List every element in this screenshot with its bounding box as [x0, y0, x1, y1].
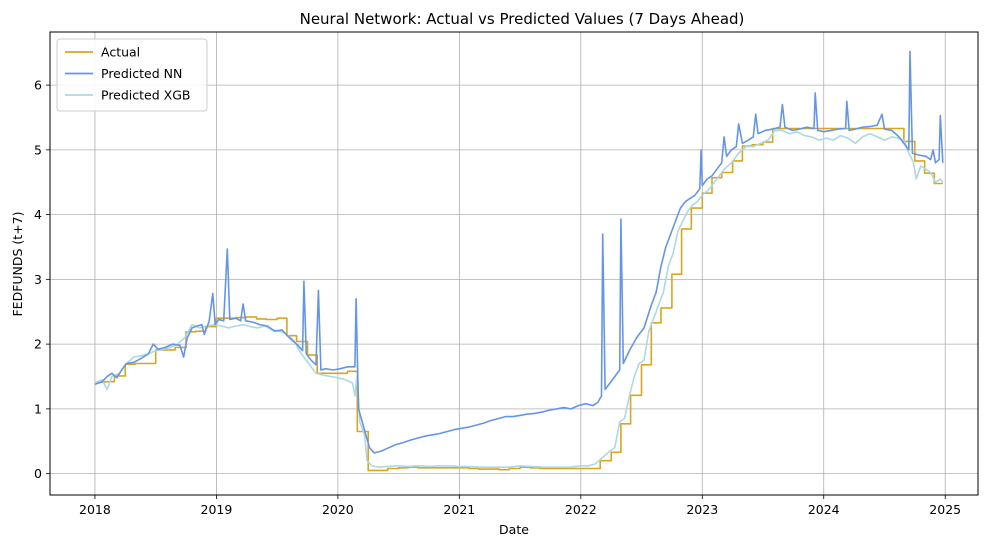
series-lines [94, 50, 944, 472]
x-tick-label: 2025 [929, 502, 961, 517]
x-tick-label: 2020 [322, 502, 354, 517]
x-tick-label: 2019 [201, 502, 233, 517]
x-tick-label: 2022 [565, 502, 597, 517]
y-tick-label: 3 [34, 272, 42, 287]
legend-entry: Predicted NN [101, 66, 182, 81]
legend-box [56, 38, 208, 112]
x-axis-ticks: 2018 2019 2020 2021 2022 2023 2024 2025 [79, 495, 961, 517]
x-tick-label: 2024 [808, 502, 840, 517]
y-tick-label: 5 [34, 142, 42, 157]
series-line-predicted-xgb [94, 129, 944, 468]
y-tick-label: 4 [34, 207, 42, 222]
grid-lines [50, 32, 978, 495]
legend: Actual Predicted NN Predicted XGB [56, 38, 208, 112]
series-line-predicted-nn [94, 50, 944, 454]
y-axis-label: FEDFUNDS (t+7) [10, 211, 25, 316]
x-tick-label: 2021 [443, 502, 475, 517]
y-tick-label: 0 [34, 466, 42, 481]
x-tick-label: 2023 [686, 502, 718, 517]
y-tick-label: 6 [34, 78, 42, 93]
legend-entry: Predicted XGB [101, 88, 190, 103]
y-axis-ticks: 0 1 2 3 4 5 6 [34, 78, 50, 481]
chart-title: Neural Network: Actual vs Predicted Valu… [300, 10, 745, 28]
y-tick-label: 1 [34, 401, 42, 416]
plot-frame [49, 31, 979, 496]
legend-entry: Actual [101, 45, 140, 60]
x-axis-label: Date [499, 522, 529, 537]
x-tick-label: 2018 [79, 502, 111, 517]
series-line-actual [94, 127, 943, 472]
y-tick-label: 2 [34, 337, 42, 352]
